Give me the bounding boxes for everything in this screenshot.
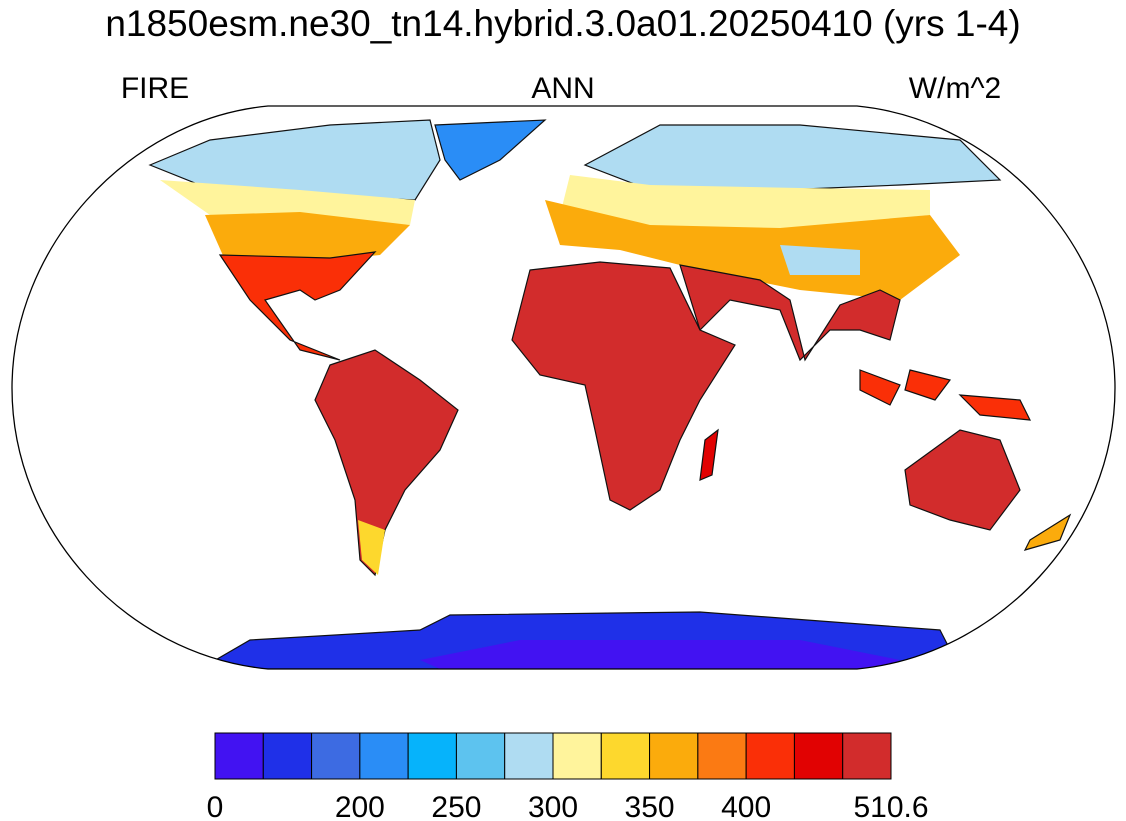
colorbar-box bbox=[455, 732, 506, 780]
colorbar-box bbox=[600, 732, 651, 780]
siberia bbox=[583, 124, 1002, 191]
colorbar-box bbox=[793, 732, 844, 780]
colorbar-box bbox=[359, 732, 409, 780]
africa bbox=[511, 261, 736, 511]
greenland bbox=[434, 119, 547, 181]
right-label: W/m^2 bbox=[909, 72, 1001, 105]
antarctica-interior bbox=[420, 640, 900, 669]
land bbox=[148, 119, 1072, 669]
colorbar-box bbox=[214, 732, 264, 780]
colorbar-box bbox=[649, 732, 699, 780]
map bbox=[11, 105, 1116, 670]
north-america-mid bbox=[205, 212, 410, 260]
colorbar-label: 250 bbox=[431, 791, 481, 821]
colorbar-box bbox=[504, 732, 554, 780]
colorbar-label: 200 bbox=[335, 791, 385, 821]
madagascar bbox=[699, 428, 719, 481]
map-outline bbox=[11, 105, 1116, 670]
colorbar-label: 300 bbox=[528, 791, 578, 821]
australia bbox=[904, 429, 1021, 531]
south-asia bbox=[679, 264, 901, 362]
colorbar-box bbox=[745, 732, 795, 780]
tibet bbox=[780, 245, 860, 275]
colorbar-label: 0 bbox=[207, 791, 224, 821]
colorbar-label: 400 bbox=[721, 791, 771, 821]
south-america bbox=[314, 349, 459, 577]
north-america-cool bbox=[160, 180, 415, 225]
center-label: ANN bbox=[531, 72, 594, 105]
patagonia bbox=[358, 520, 385, 575]
colorbar: 0 200 250 300 350 400 510.6 bbox=[207, 732, 929, 821]
new-zealand bbox=[1023, 513, 1072, 551]
colorbar-label: 350 bbox=[625, 791, 675, 821]
islands bbox=[859, 369, 1032, 421]
colorbar-box bbox=[262, 732, 313, 780]
colorbar-box bbox=[552, 732, 602, 780]
colorbar-label: 510.6 bbox=[853, 791, 928, 821]
title: n1850esm.ne30_tn14.hybrid.3.0a01.2025041… bbox=[105, 3, 1020, 44]
colorbar-box bbox=[697, 732, 747, 780]
north-america-south bbox=[218, 251, 377, 361]
left-label: FIRE bbox=[121, 72, 189, 105]
colorbar-box bbox=[311, 732, 361, 780]
colorbar-box bbox=[407, 732, 457, 780]
eurasia-cool bbox=[560, 175, 930, 230]
colorbar-box bbox=[842, 732, 892, 780]
